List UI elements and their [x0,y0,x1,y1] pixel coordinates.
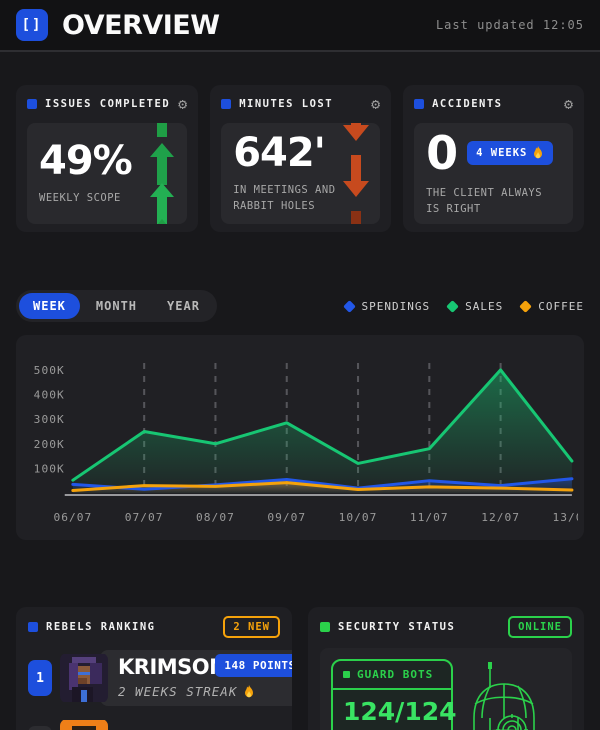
time-range-tabs: WEEK MONTH YEAR [16,290,217,322]
card-rebels-ranking: REBELS RANKING 2 NEW 1 [16,607,292,730]
page-title: OVERVIEW [62,9,220,41]
line-chart: 100K 200K 300K 400K 500K 06/07 07/07 08/07 09/07… [34,363,578,524]
ranking-list: 1 [28,650,292,730]
app-header: [] OVERVIEW Last updated 12:05 [0,0,600,52]
diamond-icon [519,299,533,313]
svg-text:07/07: 07/07 [125,511,164,524]
tab-year[interactable]: YEAR [153,293,214,319]
svg-text:200K: 200K [34,438,65,451]
fire-icon [534,145,543,158]
gear-icon[interactable]: ⚙ [563,94,573,113]
stat-tile: 49% WEEKLY SCOPE [27,123,188,224]
tab-week[interactable]: WEEK [19,293,80,319]
ranking-row-1[interactable]: 1 [28,650,292,706]
gear-icon[interactable]: ⚙ [178,94,188,113]
card-title: MINUTES LOST [239,98,334,110]
trend-down-arrows-icon [343,123,370,224]
guard-bots-label: GUARD BOTS [357,668,434,681]
svg-text:12/07: 12/07 [481,511,520,524]
svg-text:500K: 500K [34,364,65,377]
stats-row: ISSUES COMPLETED ⚙ 49% WEEKLY SCOPE [16,85,584,232]
rank-number: 1 [28,660,52,696]
stat-value: 642' [233,129,326,176]
card-bullet-icon [320,622,330,632]
legend-coffee: COFFEE [519,299,584,313]
dashboard: ISSUES COMPLETED ⚙ 49% WEEKLY SCOPE [0,85,600,730]
bottom-row: REBELS RANKING 2 NEW 1 [16,607,584,730]
stat-caption: WEEKLY SCOPE [39,191,121,204]
streak-text: 2 WEEKS STREAK [118,684,292,699]
robot-wireframe-icon [473,662,535,730]
points-badge: 148 POINTS [215,654,292,677]
chart-panel: 100K 200K 300K 400K 500K 06/07 07/07 08/07 09/07… [16,335,584,540]
avatar-mati [60,719,108,730]
card-title: ACCIDENTS [432,98,503,110]
card-bullet-icon [221,99,232,109]
new-count-badge: 2 NEW [223,616,280,638]
svg-text:300K: 300K [34,413,65,426]
stat-tile: 642' IN MEETINGS AND RABBIT HOLES [221,123,381,224]
svg-text:08/07: 08/07 [196,511,235,524]
stat-value: 49% [39,137,133,184]
card-minutes-lost: MINUTES LOST ⚙ 642' IN MEETINGS AND RABB… [210,85,392,232]
card-issues-completed: ISSUES COMPLETED ⚙ 49% WEEKLY SCOPE [16,85,199,232]
legend-spendings: SPENDINGS [342,299,431,313]
ranking-row-2[interactable]: 2 [28,719,280,730]
card-accidents: ACCIDENTS ⚙ 0 4 WEEKS [403,85,584,232]
security-panel: GUARD BOTS 124/124 [RUNNING...] [320,648,572,730]
fire-icon [245,684,254,697]
gear-icon[interactable]: ⚙ [371,94,381,113]
rank-number: 2 [28,726,52,730]
svg-text:11/07: 11/07 [410,511,449,524]
card-bullet-icon [28,622,38,632]
svg-text:13/07: 13/07 [552,511,578,524]
guard-bots-count: 124/124 [343,697,457,726]
card-title: REBELS RANKING [46,621,156,633]
chart-controls: WEEK MONTH YEAR SPENDINGS SALES COFFEE [16,290,584,322]
app-logo: [] [16,9,48,41]
stat-tile: 0 4 WEEKS THE CLIENT ALWAYS IS RIGHT [414,123,573,224]
stat-value: 0 [426,125,458,180]
legend-sales: SALES [446,299,503,313]
svg-text:400K: 400K [34,389,65,402]
chart-legend: SPENDINGS SALES COFFEE [342,299,584,313]
svg-text:100K: 100K [34,462,65,475]
card-security-status: SECURITY STATUS ONLINE GUARD BOTS 124/12… [308,607,584,730]
guard-bots-box: GUARD BOTS 124/124 [RUNNING...] [331,659,457,730]
avatar-krimson [60,653,108,703]
card-bullet-icon [27,99,37,109]
stat-caption: IN MEETINGS AND RABBIT HOLES [233,183,336,212]
diamond-icon [342,299,356,313]
weeks-streak-badge: 4 WEEKS [467,140,554,165]
svg-text:10/07: 10/07 [339,511,378,524]
player-name: KRIMSON [118,655,227,679]
guard-bullet-icon [343,671,350,678]
tab-month[interactable]: MONTH [82,293,151,319]
svg-text:06/07: 06/07 [53,511,92,524]
card-title: SECURITY STATUS [338,621,456,633]
svg-text:09/07: 09/07 [267,511,306,524]
rank-panel: KRIMSON @KRIMSON 2 WEEKS STREAK 148 POIN… [100,650,292,706]
trend-up-arrows-icon [150,123,175,224]
card-bullet-icon [414,99,425,109]
online-badge: ONLINE [508,616,572,638]
stat-caption: THE CLIENT ALWAYS IS RIGHT [426,186,543,215]
last-updated-text: Last updated 12:05 [435,18,584,32]
card-title: ISSUES COMPLETED [45,98,171,110]
diamond-icon [446,299,459,313]
logo-brackets-icon: [] [21,17,43,33]
